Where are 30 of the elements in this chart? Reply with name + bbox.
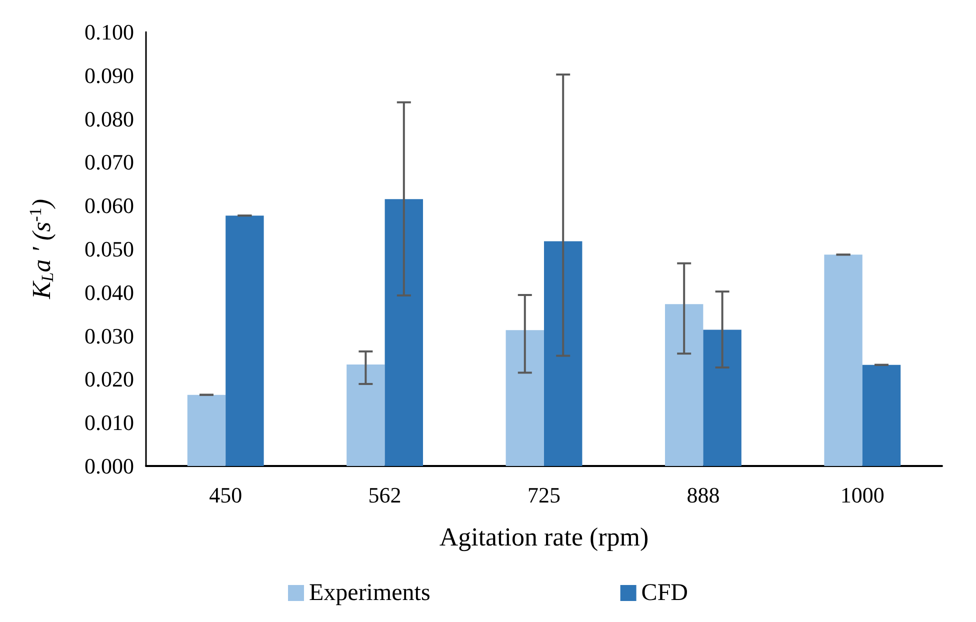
- y-axis-title: KLa ′ (s-1): [26, 198, 57, 300]
- bar: [862, 364, 901, 466]
- x-axis-title: Agitation rate (rpm): [439, 522, 649, 552]
- y-tick-label: 0.100: [84, 20, 134, 44]
- bar: [506, 330, 544, 466]
- y-tick-label: 0.040: [84, 280, 134, 305]
- legend-label: CFD: [641, 580, 688, 606]
- y-tick-label: 0.070: [84, 150, 134, 175]
- x-tick-label: 888: [686, 482, 720, 508]
- y-tick-label: 0.050: [84, 236, 134, 262]
- y-tick-label: 0.080: [84, 106, 134, 132]
- y-tick-label: 0.060: [84, 193, 134, 218]
- bar: [187, 394, 226, 466]
- bar: [824, 254, 862, 466]
- y-tick-label: 0.020: [84, 366, 134, 392]
- bar: [346, 364, 385, 466]
- x-tick-label: 562: [368, 482, 402, 508]
- y-tick-label: 0.090: [84, 62, 134, 88]
- y-tick-label: 0.030: [84, 323, 134, 348]
- y-tick-label: 0.000: [84, 454, 134, 478]
- bar: [384, 199, 424, 466]
- bar: [226, 216, 264, 466]
- x-tick-label: 1000: [840, 482, 884, 508]
- bar: [664, 304, 704, 466]
- x-tick-label: 725: [528, 482, 560, 508]
- legend-label: Experiments: [309, 580, 430, 606]
- bar: [544, 241, 582, 466]
- bar: [703, 330, 742, 466]
- x-tick-label: 450: [209, 482, 242, 508]
- y-tick-label: 0.010: [84, 410, 134, 436]
